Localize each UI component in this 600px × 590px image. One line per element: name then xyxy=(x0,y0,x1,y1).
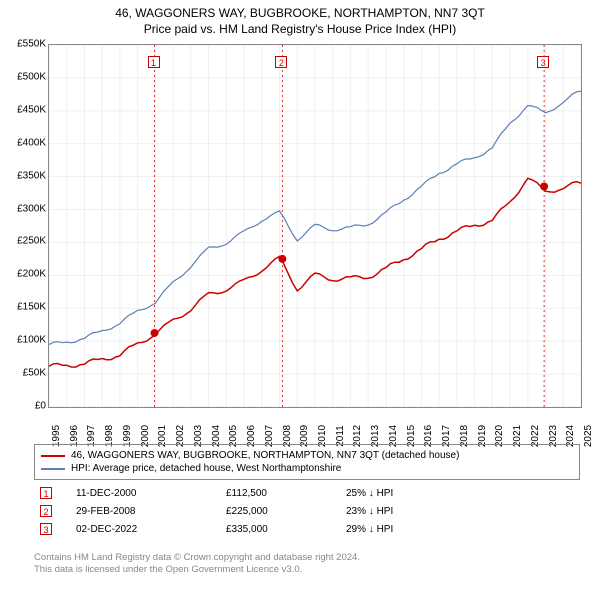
footer-line: Contains HM Land Registry data © Crown c… xyxy=(34,552,360,564)
y-tick-label: £450K xyxy=(17,104,46,115)
legend: 46, WAGGONERS WAY, BUGBROOKE, NORTHAMPTO… xyxy=(34,444,580,480)
y-tick-label: £0 xyxy=(35,401,46,412)
transaction-diff: 23% ↓ HPI xyxy=(346,506,466,517)
y-tick-label: £100K xyxy=(17,335,46,346)
transaction-index: 3 xyxy=(40,523,52,535)
footer-line: This data is licensed under the Open Gov… xyxy=(34,564,360,576)
legend-label: 46, WAGGONERS WAY, BUGBROOKE, NORTHAMPTO… xyxy=(71,450,459,461)
chart-svg xyxy=(49,45,581,407)
table-row: 3 02-DEC-2022 £335,000 29% ↓ HPI xyxy=(34,520,580,538)
plot-area xyxy=(48,44,582,408)
transaction-marker-label: 2 xyxy=(275,56,287,68)
transaction-price: £112,500 xyxy=(226,488,346,499)
y-tick-label: £250K xyxy=(17,236,46,247)
table-row: 2 29-FEB-2008 £225,000 23% ↓ HPI xyxy=(34,502,580,520)
x-tick-label: 2025 xyxy=(583,425,594,447)
transaction-marker-label: 1 xyxy=(148,56,160,68)
y-tick-label: £350K xyxy=(17,170,46,181)
y-tick-label: £300K xyxy=(17,203,46,214)
chart-subtitle: Price paid vs. HM Land Registry's House … xyxy=(0,22,600,36)
y-tick-label: £150K xyxy=(17,302,46,313)
legend-item: HPI: Average price, detached house, West… xyxy=(41,462,573,475)
transaction-date: 29-FEB-2008 xyxy=(76,506,226,517)
legend-swatch xyxy=(41,455,65,457)
transaction-price: £225,000 xyxy=(226,506,346,517)
transaction-date: 02-DEC-2022 xyxy=(76,524,226,535)
transaction-diff: 25% ↓ HPI xyxy=(346,488,466,499)
y-tick-label: £550K xyxy=(17,39,46,50)
transaction-price: £335,000 xyxy=(226,524,346,535)
y-tick-label: £400K xyxy=(17,137,46,148)
title-block: 46, WAGGONERS WAY, BUGBROOKE, NORTHAMPTO… xyxy=(0,0,600,36)
y-tick-label: £200K xyxy=(17,269,46,280)
transaction-index: 2 xyxy=(40,505,52,517)
chart-page: 46, WAGGONERS WAY, BUGBROOKE, NORTHAMPTO… xyxy=(0,0,600,590)
legend-swatch xyxy=(41,468,65,470)
footer-attribution: Contains HM Land Registry data © Crown c… xyxy=(34,552,360,577)
transaction-date: 11-DEC-2000 xyxy=(76,488,226,499)
transaction-diff: 29% ↓ HPI xyxy=(346,524,466,535)
transaction-table: 1 11-DEC-2000 £112,500 25% ↓ HPI 2 29-FE… xyxy=(34,484,580,538)
chart-title: 46, WAGGONERS WAY, BUGBROOKE, NORTHAMPTO… xyxy=(0,6,600,20)
legend-item: 46, WAGGONERS WAY, BUGBROOKE, NORTHAMPTO… xyxy=(41,449,573,462)
transaction-index: 1 xyxy=(40,487,52,499)
transaction-marker-label: 3 xyxy=(537,56,549,68)
y-tick-label: £50K xyxy=(23,368,46,379)
table-row: 1 11-DEC-2000 £112,500 25% ↓ HPI xyxy=(34,484,580,502)
legend-label: HPI: Average price, detached house, West… xyxy=(71,463,341,474)
y-tick-label: £500K xyxy=(17,71,46,82)
